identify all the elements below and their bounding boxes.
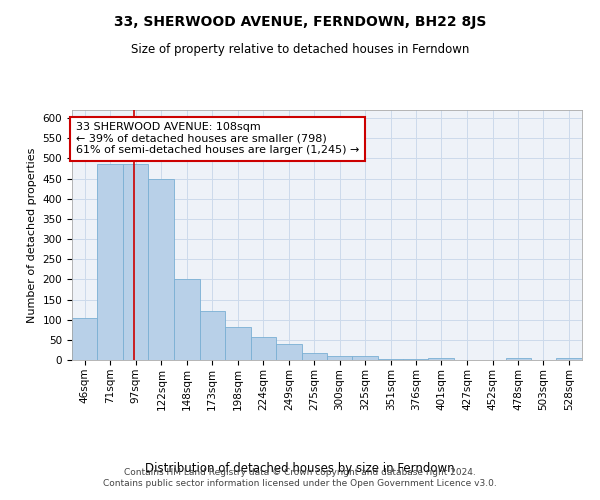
Bar (556, 358, 582, 360)
Text: Size of property relative to detached houses in Ferndown: Size of property relative to detached ho… (131, 42, 469, 56)
Text: Contains HM Land Registry data © Crown copyright and database right 2024.
Contai: Contains HM Land Registry data © Crown c… (103, 468, 497, 487)
Text: Distribution of detached houses by size in Ferndown: Distribution of detached houses by size … (145, 462, 455, 475)
Bar (97, 164, 123, 360)
Bar (378, 359, 403, 360)
Bar (148, 178, 175, 360)
Bar (403, 359, 428, 360)
Bar (276, 344, 302, 360)
Bar (123, 164, 148, 360)
Bar (352, 356, 378, 360)
Bar (327, 356, 352, 360)
Bar (175, 280, 200, 360)
Bar (428, 358, 455, 360)
Bar (506, 358, 531, 360)
Bar (72, 318, 97, 360)
Bar (224, 327, 251, 360)
Bar (199, 311, 224, 360)
Text: 33 SHERWOOD AVENUE: 108sqm
← 39% of detached houses are smaller (798)
61% of sem: 33 SHERWOOD AVENUE: 108sqm ← 39% of deta… (76, 122, 359, 156)
Text: 33, SHERWOOD AVENUE, FERNDOWN, BH22 8JS: 33, SHERWOOD AVENUE, FERNDOWN, BH22 8JS (114, 15, 486, 29)
Bar (251, 336, 276, 360)
Y-axis label: Number of detached properties: Number of detached properties (27, 148, 37, 322)
Bar (302, 353, 327, 360)
